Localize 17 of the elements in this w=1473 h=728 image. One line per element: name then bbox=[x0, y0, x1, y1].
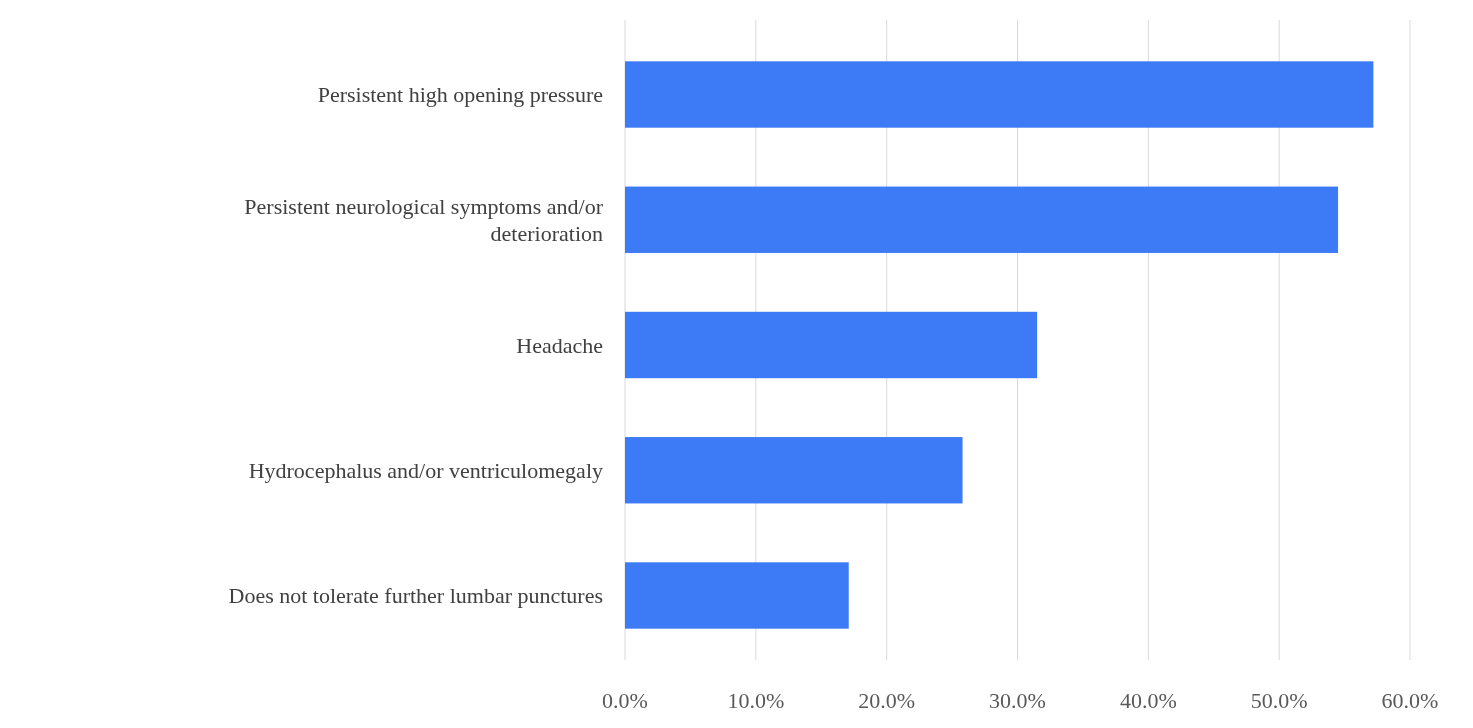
x-tick-label: 40.0% bbox=[1119, 688, 1177, 713]
y-tick-label: Does not tolerate further lumbar punctures bbox=[228, 583, 603, 609]
bar bbox=[625, 61, 1374, 128]
bar bbox=[625, 562, 849, 629]
x-tick-label: 50.0% bbox=[1250, 688, 1308, 713]
y-tick-label: Persistent high opening pressure bbox=[317, 82, 603, 108]
x-tick-label: 60.0% bbox=[1381, 688, 1439, 713]
y-tick-label: Headache bbox=[516, 332, 603, 358]
bar bbox=[625, 186, 1339, 253]
y-tick-label: Persistent neurological symptoms and/or deterioration bbox=[244, 194, 604, 246]
x-tick-label: 10.0% bbox=[727, 688, 785, 713]
x-tick-label: 30.0% bbox=[989, 688, 1046, 713]
x-tick-label: 20.0% bbox=[858, 688, 916, 713]
bar bbox=[625, 437, 963, 504]
bar bbox=[625, 311, 1038, 379]
x-tick-label: 0.0% bbox=[602, 688, 648, 713]
y-tick-label: Hydrocephalus and/or ventriculomegaly bbox=[248, 457, 603, 483]
